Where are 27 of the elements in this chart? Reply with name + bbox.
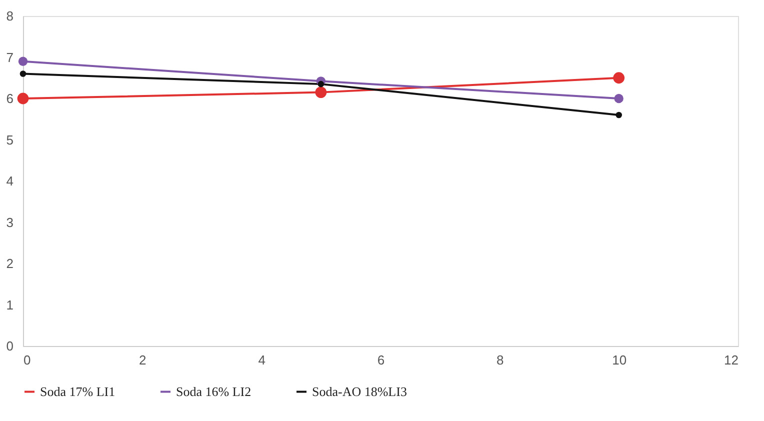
y-tick-label: 7 xyxy=(6,50,14,65)
x-tick-label: 12 xyxy=(724,352,738,368)
point xyxy=(18,56,28,66)
y-tick-label: 2 xyxy=(6,256,14,271)
legend-label: Soda 17% LI1 xyxy=(40,384,116,399)
y-tick-label: 1 xyxy=(6,297,14,312)
legend-label: Soda-AO 18%LI3 xyxy=(312,384,407,399)
x-tick-label: 4 xyxy=(258,352,266,368)
y-tick-label: 0 xyxy=(6,338,14,354)
x-tick-label: 2 xyxy=(139,352,146,368)
point xyxy=(613,72,625,84)
point xyxy=(20,70,26,77)
y-tick-label: 8 xyxy=(6,8,14,24)
x-tick-label: 10 xyxy=(612,352,627,368)
y-tick-label: 6 xyxy=(6,91,14,106)
point xyxy=(616,112,622,118)
y-tick-label: 3 xyxy=(6,214,14,230)
point xyxy=(614,94,624,104)
legend-label: Soda 16% LI2 xyxy=(176,384,252,399)
point xyxy=(318,80,324,88)
point xyxy=(315,86,327,98)
point xyxy=(17,92,29,104)
x-tick-label: 6 xyxy=(377,352,385,368)
x-tick-label: 0 xyxy=(24,352,31,368)
y-tick-label: 5 xyxy=(6,132,14,148)
y-tick-label: 4 xyxy=(6,174,14,188)
x-tick-label: 8 xyxy=(496,352,504,368)
